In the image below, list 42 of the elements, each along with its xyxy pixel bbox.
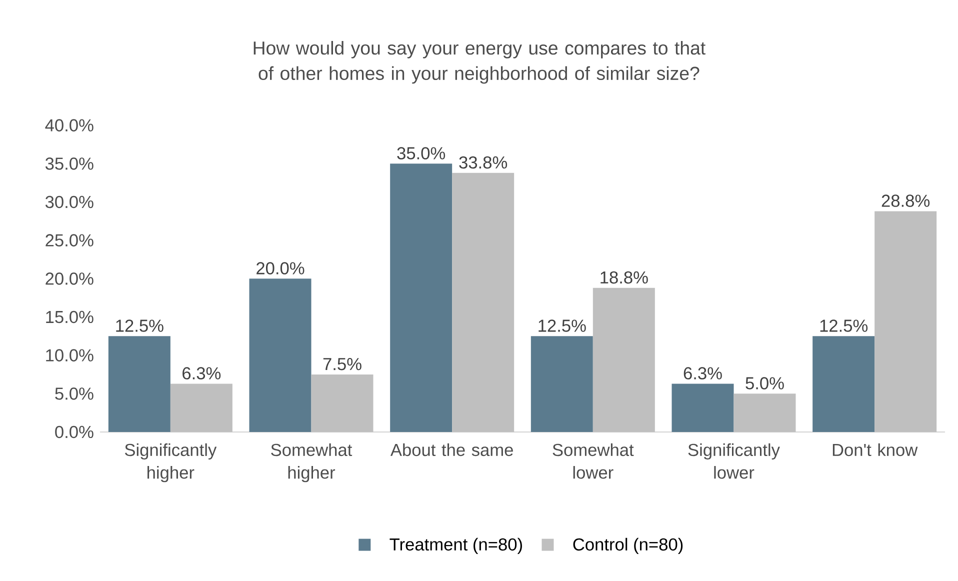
x-tick-label: Don't know [832, 443, 918, 456]
data-label: 28.8% [882, 194, 930, 207]
bar [452, 172, 514, 432]
data-label: 18.8% [600, 271, 648, 284]
y-tick-label: 30.0% [45, 196, 94, 208]
x-tick-label: Significantly lower [688, 443, 780, 479]
bar [812, 336, 875, 432]
data-label: 12.5% [116, 320, 164, 332]
y-tick-label: 35.0% [45, 158, 94, 170]
bar [108, 336, 170, 432]
x-tick-label: Somewhat higher [271, 443, 352, 482]
data-label: 33.8% [459, 156, 508, 169]
data-label: 6.3% [182, 367, 221, 380]
data-label: 20.0% [256, 262, 304, 274]
bar [672, 384, 734, 432]
y-tick-label: 25.0% [46, 234, 94, 246]
bar [170, 384, 232, 432]
y-tick-label: 15.0% [46, 310, 94, 324]
legend-label: Control (n=80) [573, 538, 683, 554]
x-tick-label: Significantly higher [124, 443, 217, 482]
y-tick-label: 20.0% [46, 272, 94, 285]
y-tick-label: 5.0% [55, 388, 94, 400]
bar [311, 374, 374, 432]
data-label: 12.5% [820, 320, 868, 332]
legend-label: Treatment (n=80) [390, 538, 522, 554]
data-label: 35.0% [397, 147, 446, 160]
y-tick-label: 10.0% [46, 349, 94, 362]
bar [530, 336, 593, 432]
x-tick-label: Somewhat lower [552, 443, 634, 479]
bar [592, 288, 655, 432]
y-tick-label: 0.0% [55, 426, 94, 438]
x-tick-label: About the same [390, 443, 513, 456]
y-tick-label: 40.0% [45, 119, 94, 132]
bar [249, 278, 312, 432]
data-label: 12.5% [538, 320, 586, 332]
data-label: 5.0% [746, 377, 784, 390]
chart-title: How would you say your energy use compares to that of other homes in your neighborhood of similar size? [254, 40, 706, 84]
data-label: 6.3% [684, 367, 722, 380]
data-label: 7.5% [323, 358, 362, 370]
bar [874, 211, 937, 432]
bar [390, 164, 452, 432]
bar [734, 394, 796, 432]
